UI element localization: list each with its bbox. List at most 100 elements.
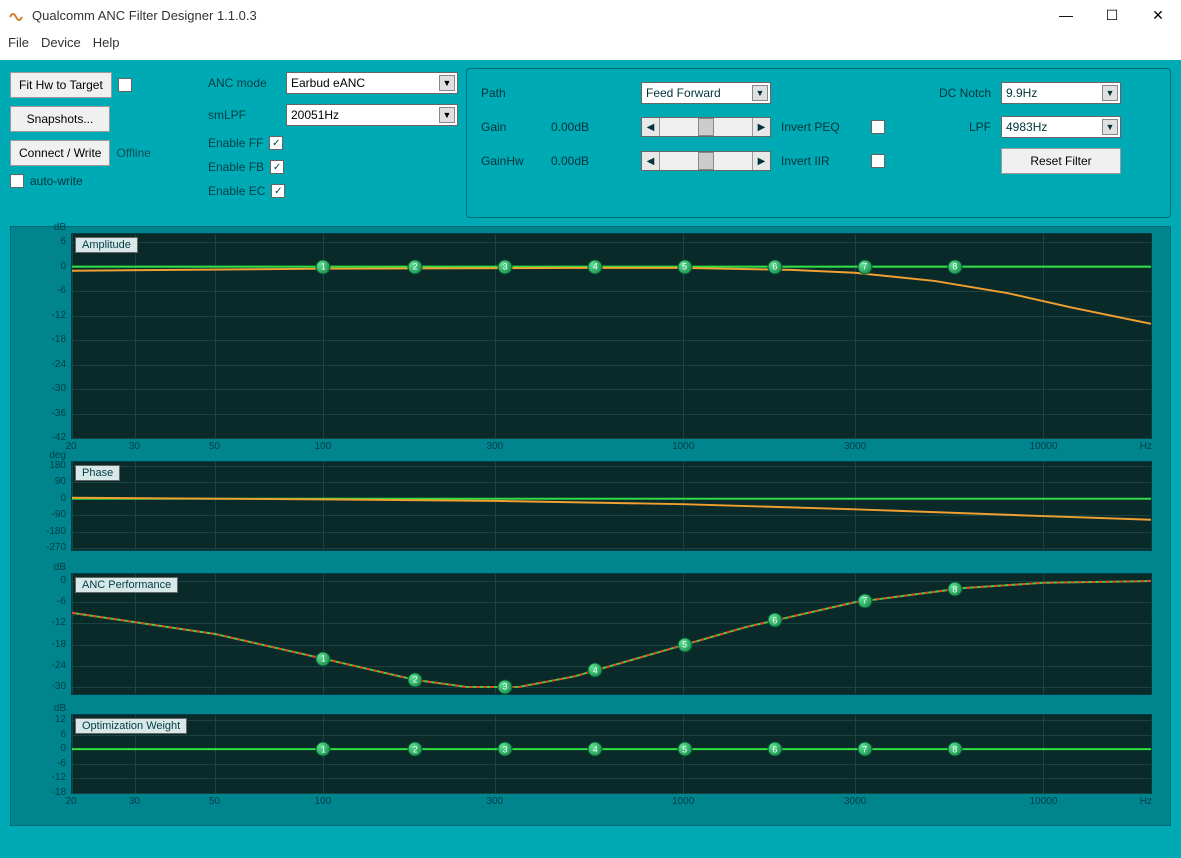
filter-marker[interactable]: 6 [767,613,782,628]
line-orange [72,268,1151,324]
y-tick-label: -12 [36,772,66,783]
auto-write-checkbox[interactable] [10,174,24,188]
dc-notch-select[interactable]: 9.9Hz▼ [1001,82,1121,104]
lpf-select[interactable]: 4983Hz▼ [1001,116,1121,138]
filter-marker[interactable]: 4 [588,742,603,757]
y-unit-label: dB [36,562,66,573]
client-area: Fit Hw to Target Snapshots... Connect / … [0,60,1181,858]
enable-ec-checkbox[interactable]: ✓ [271,184,285,198]
filter-marker[interactable]: 8 [947,259,962,274]
smlpf-select[interactable]: 20051Hz▼ [286,104,458,126]
enable-ff-checkbox[interactable]: ✓ [269,136,283,150]
plot-svg [72,574,1151,694]
gain-label: Gain [481,120,541,134]
y-tick-label: 0 [36,743,66,754]
chart-title: Amplitude [75,237,138,253]
y-tick-label: -6 [36,285,66,296]
gain-slider[interactable]: ◀▶ [641,117,771,137]
path-label: Path [481,86,541,100]
gainhw-label: GainHw [481,154,541,168]
titlebar: Qualcomm ANC Filter Designer 1.1.0.3 — ☐… [0,0,1181,30]
filter-marker[interactable]: 7 [857,742,872,757]
chevron-down-icon: ▼ [439,107,455,123]
x-tick-label: 50 [209,796,220,807]
offline-label: Offline [116,146,150,160]
arrow-right-icon[interactable]: ▶ [752,118,770,136]
filter-marker[interactable]: 5 [677,637,692,652]
filter-marker[interactable]: 7 [857,259,872,274]
chart-phase: 180900-90-180-270degPhase [71,461,1152,551]
invert-peq-checkbox[interactable] [871,120,885,134]
filter-marker[interactable]: 7 [857,593,872,608]
menu-file[interactable]: File [8,35,29,50]
filter-marker[interactable]: 5 [677,742,692,757]
enable-fb-label: Enable FB [208,160,264,174]
chart-title: Optimization Weight [75,718,187,734]
path-select[interactable]: Feed Forward▼ [641,82,771,104]
filter-marker[interactable]: 4 [588,259,603,274]
x-tick-label: 1000 [672,441,694,452]
arrow-right-icon[interactable]: ▶ [752,152,770,170]
snapshots-button[interactable]: Snapshots... [10,106,110,132]
x-tick-label: 100 [315,441,332,452]
filter-marker[interactable]: 6 [767,259,782,274]
arrow-left-icon[interactable]: ◀ [642,152,660,170]
plot-svg [72,462,1151,550]
gainhw-slider[interactable]: ◀▶ [641,151,771,171]
y-tick-label: -270 [36,542,66,553]
y-tick-label: -24 [36,359,66,370]
chart-anc_perf: 0-6-12-18-24-30dBANC Performance12345678 [71,573,1152,695]
invert-iir-checkbox[interactable] [871,154,885,168]
chevron-down-icon: ▼ [1102,119,1118,135]
filter-marker[interactable]: 3 [498,679,513,694]
x-tick-label: 50 [209,441,220,452]
maximize-button[interactable]: ☐ [1089,0,1135,30]
connect-write-button[interactable]: Connect / Write [10,140,110,166]
enable-fb-checkbox[interactable]: ✓ [270,160,284,174]
x-tick-label: 20 [65,796,76,807]
y-tick-label: 180 [36,460,66,471]
filter-marker[interactable]: 1 [316,259,331,274]
filter-marker[interactable]: 3 [498,259,513,274]
x-tick-label: 10000 [1030,441,1058,452]
filter-marker[interactable]: 2 [408,259,423,274]
filter-marker[interactable]: 6 [767,742,782,757]
chart-title: ANC Performance [75,577,178,593]
chevron-down-icon: ▼ [752,85,768,101]
menu-help[interactable]: Help [93,35,120,50]
fit-hw-button[interactable]: Fit Hw to Target [10,72,112,98]
y-tick-label: -24 [36,660,66,671]
minimize-button[interactable]: — [1043,0,1089,30]
filter-marker[interactable]: 4 [588,663,603,678]
reset-filter-button[interactable]: Reset Filter [1001,148,1121,174]
slider-thumb[interactable] [698,118,714,136]
filter-marker[interactable]: 3 [498,742,513,757]
fit-hw-checkbox[interactable] [118,78,132,92]
x-unit-label: Hz [1140,796,1152,807]
y-tick-label: -30 [36,681,66,692]
filter-marker[interactable]: 5 [677,259,692,274]
x-tick-label: 10000 [1030,796,1058,807]
menu-device[interactable]: Device [41,35,81,50]
arrow-left-icon[interactable]: ◀ [642,118,660,136]
close-button[interactable]: ✕ [1135,0,1181,30]
chart-amplitude: 60-6-12-18-24-30-36-42dBAmplitude1234567… [71,233,1152,439]
filter-marker[interactable]: 8 [947,742,962,757]
anc-mode-select[interactable]: Earbud eANC▼ [286,72,458,94]
line-red [72,581,1151,687]
slider-thumb[interactable] [698,152,714,170]
enable-ec-label: Enable EC [208,184,265,198]
filter-marker[interactable]: 2 [408,672,423,687]
invert-peq-label: Invert PEQ [781,120,861,134]
filter-panel: Path Feed Forward▼ DC Notch 9.9Hz▼ Gain … [466,68,1171,218]
filter-marker[interactable]: 2 [408,742,423,757]
filter-marker[interactable]: 1 [316,742,331,757]
plot-svg [72,715,1151,793]
auto-write-label: auto-write [30,174,83,188]
filter-marker[interactable]: 1 [316,651,331,666]
dc-notch-value: 9.9Hz [1006,86,1037,100]
gain-value: 0.00dB [551,120,631,134]
y-tick-label: -18 [36,334,66,345]
y-unit-label: deg [36,450,66,461]
filter-marker[interactable]: 8 [947,582,962,597]
